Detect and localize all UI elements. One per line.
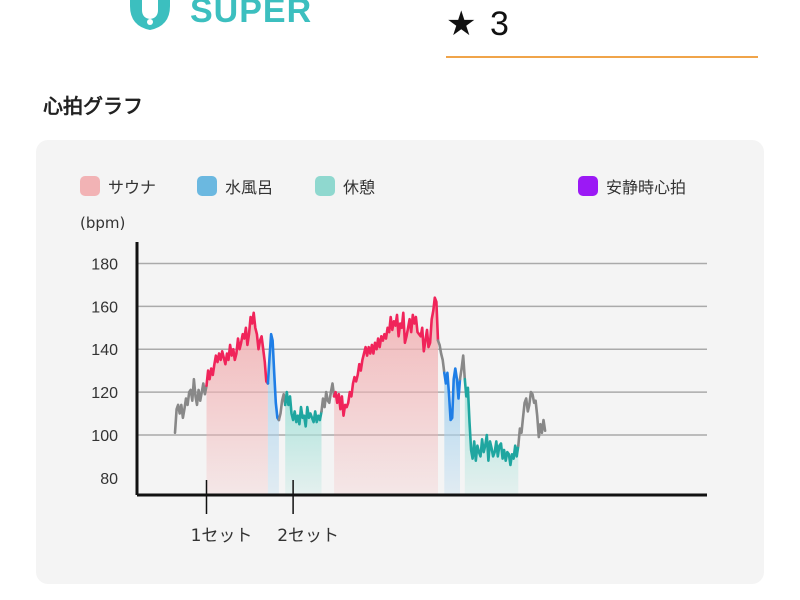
y-axis-label: (bpm) xyxy=(80,214,125,232)
y-tick-label: 140 xyxy=(91,342,118,359)
legend-label-cold-bath: 水風呂 xyxy=(225,178,274,197)
logo xyxy=(128,0,172,32)
line-sauna-6 xyxy=(332,296,440,418)
legend-swatch-cold-bath xyxy=(197,176,217,196)
line-sauna-1 xyxy=(205,311,270,388)
area-rest-10 xyxy=(464,379,519,495)
rating-value: 3 xyxy=(490,5,509,43)
y-tick-label: 100 xyxy=(91,428,118,445)
line-rest-4 xyxy=(283,390,323,428)
legend-label-resting-hr: 安静時心拍 xyxy=(606,178,687,197)
legend-swatch-sauna xyxy=(80,176,100,196)
line-bath-2 xyxy=(266,332,281,422)
legend-item-sauna: サウナ xyxy=(80,175,156,197)
legend-item-resting-hr: 安静時心拍 xyxy=(578,175,686,197)
y-tick-label: 180 xyxy=(91,256,118,273)
line-other-3 xyxy=(277,392,287,422)
legend-swatch-resting-hr xyxy=(578,176,598,196)
line-rest-10 xyxy=(463,377,520,467)
area-bath-2 xyxy=(267,334,279,495)
rating: ★ 3 xyxy=(446,2,758,58)
line-other-7 xyxy=(436,339,446,375)
legend-label-rest: 休憩 xyxy=(343,178,376,197)
star-icon: ★ xyxy=(446,4,477,44)
sauna-bell-icon xyxy=(130,0,170,30)
y-tick-label: 160 xyxy=(91,299,118,316)
line-other-9 xyxy=(458,354,467,381)
legend-item-rest: 休憩 xyxy=(315,175,375,197)
line-other-5 xyxy=(320,382,336,413)
y-tick-label: 120 xyxy=(91,385,118,402)
set-marker-label: 1セット xyxy=(191,526,253,546)
legend-item-cold-bath: 水風呂 xyxy=(197,175,273,197)
logo-text: SUPER xyxy=(190,0,313,30)
line-bath-8 xyxy=(442,367,462,422)
area-sauna-6 xyxy=(334,297,438,495)
legend-swatch-rest xyxy=(315,176,335,196)
line-other-0 xyxy=(173,377,208,435)
line-other-11 xyxy=(516,390,547,448)
legend-label-sauna: サウナ xyxy=(108,178,157,197)
y-tick-label: 80 xyxy=(100,471,118,488)
set-marker-label: 2セット xyxy=(277,526,339,546)
section-title: 心拍グラフ xyxy=(43,94,143,118)
